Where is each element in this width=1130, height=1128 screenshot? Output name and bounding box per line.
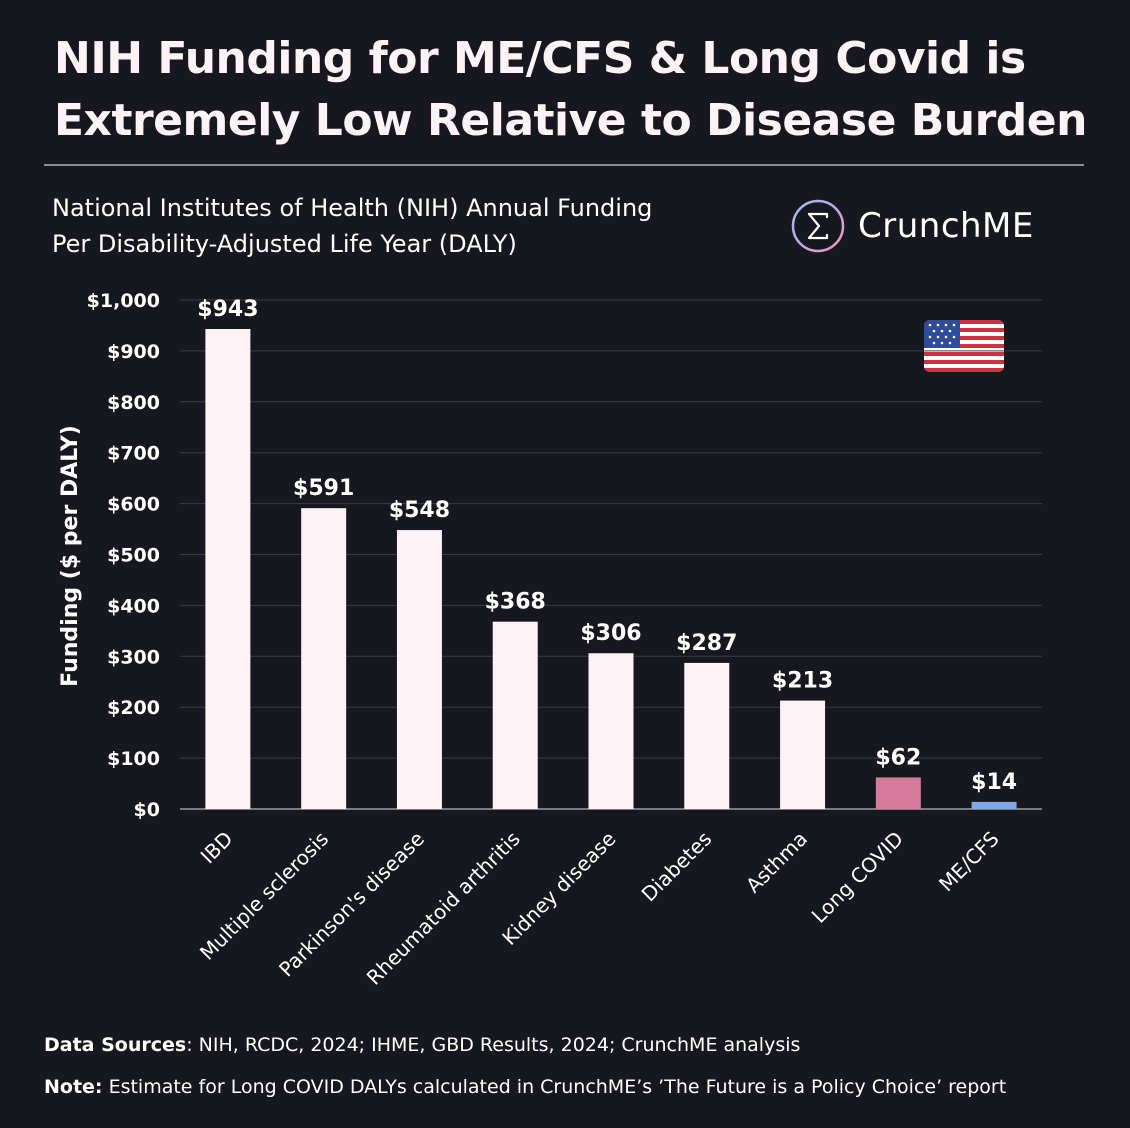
data-label: $287 (676, 631, 737, 656)
note: Note: Estimate for Long COVID DALYs calc… (44, 1076, 1006, 1098)
sigma-circle-icon (791, 199, 845, 253)
y-tick-label: $800 (107, 392, 160, 414)
sources-label: Data Sources (44, 1034, 187, 1056)
bar (396, 530, 442, 809)
us-flag-icon (924, 320, 1004, 372)
y-tick-label: $500 (107, 545, 160, 567)
bar (301, 508, 347, 809)
y-tick-label: $700 (107, 443, 160, 465)
data-label: $548 (389, 498, 450, 523)
note-label: Note: (44, 1076, 103, 1098)
data-label: $368 (485, 590, 546, 615)
bar (205, 329, 251, 809)
bar-chart: $0 $100 $200 $300 $400 $500 $600 $700 $800 $900 $1… (58, 290, 1042, 990)
headline-line-2: Extremely Low Relative to Disease Burden (54, 95, 1087, 146)
x-tick-label: Asthma (741, 827, 812, 898)
headline: NIH Funding for ME/CFS & Long Covid is E… (54, 28, 1094, 152)
data-sources: Data Sources: NIH, RCDC, 2024; IHME, GBD… (44, 1034, 800, 1056)
brand-name: CrunchME (858, 206, 1034, 246)
y-tick-label: $900 (107, 341, 160, 363)
data-label: $306 (580, 621, 641, 646)
bar (588, 653, 634, 809)
note-text: Estimate for Long COVID DALYs calculated… (102, 1076, 1007, 1098)
y-tick-label: $400 (107, 595, 160, 617)
y-tick-label: $0 (134, 799, 160, 821)
y-tick-label: $300 (107, 646, 160, 668)
data-label: $213 (772, 669, 833, 694)
bar (492, 621, 538, 809)
bar (971, 801, 1017, 809)
x-tick-label: ME/CFS (934, 827, 1004, 897)
brand: CrunchME (790, 199, 1034, 253)
subtitle-line-2: Per Disability-Adjusted Life Year (DALY) (52, 230, 517, 258)
data-label: $943 (197, 297, 258, 322)
headline-line-1: NIH Funding for ME/CFS & Long Covid is (54, 33, 1026, 84)
title-divider (44, 164, 1084, 166)
y-tick-label: $200 (107, 697, 160, 719)
bar (684, 662, 730, 809)
sources-text: : NIH, RCDC, 2024; IHME, GBD Results, 20… (186, 1034, 801, 1056)
subtitle-line-1: National Institutes of Health (NIH) Annu… (52, 194, 653, 222)
y-axis-title: Funding ($ per DALY) (58, 425, 83, 687)
y-tick-label: $600 (107, 494, 160, 516)
x-tick-label: Long COVID (807, 827, 908, 928)
data-label: $62 (875, 745, 921, 770)
y-tick-label: $1,000 (87, 290, 160, 312)
data-label: $591 (293, 476, 354, 501)
chart-subtitle: National Institutes of Health (NIH) Annu… (52, 190, 652, 262)
bar (780, 700, 826, 809)
bar (875, 777, 921, 809)
data-label: $14 (971, 770, 1017, 795)
x-tick-label: IBD (196, 827, 238, 869)
y-tick-label: $100 (107, 748, 160, 770)
x-tick-label: Diabetes (637, 827, 717, 907)
